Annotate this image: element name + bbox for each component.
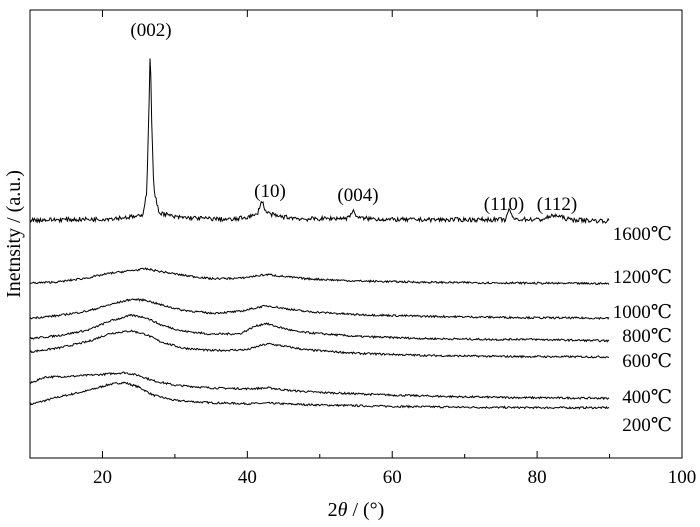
x-tick-label: 20: [93, 467, 112, 488]
series-label: 1600℃: [613, 224, 672, 245]
x-tick-label: 100: [668, 467, 697, 488]
peak-label: (10): [254, 181, 286, 202]
peak-label: (112): [537, 194, 577, 215]
plot-frame: [29, 9, 683, 459]
series-line: [29, 267, 610, 286]
series-line: [29, 298, 610, 321]
series-labels: 200℃ 400℃ 600℃ 800℃ 1000℃ 1200℃ 1600℃: [613, 224, 672, 436]
series-line: [29, 58, 610, 225]
x-tick-label: 80: [528, 467, 547, 488]
series-label: 1000℃: [613, 302, 672, 323]
series-label: 400℃: [622, 387, 672, 408]
series-layer: [29, 58, 610, 410]
x-tick-label: 40: [238, 467, 257, 488]
series-label: 600℃: [622, 351, 672, 372]
x-tick-label: 60: [383, 467, 402, 488]
series-line: [29, 329, 610, 359]
series-label: 1200℃: [613, 267, 672, 288]
series-line: [29, 371, 610, 401]
peak-label: (110): [484, 194, 524, 215]
peak-annotations: (002) (10) (004) (110) (112): [130, 20, 577, 215]
x-axis-title: 2θ / (°): [328, 499, 385, 521]
series-label: 800℃: [622, 326, 672, 347]
series-label: 200℃: [622, 415, 672, 436]
x-axis-ticks: 20 40 60 80 100: [29, 10, 697, 488]
peak-label: (002): [130, 20, 171, 41]
y-axis-title: Inetnsity / (a.u.): [3, 170, 25, 298]
series-line: [29, 313, 610, 343]
peak-label: (004): [337, 185, 378, 206]
series-line: [29, 381, 610, 410]
